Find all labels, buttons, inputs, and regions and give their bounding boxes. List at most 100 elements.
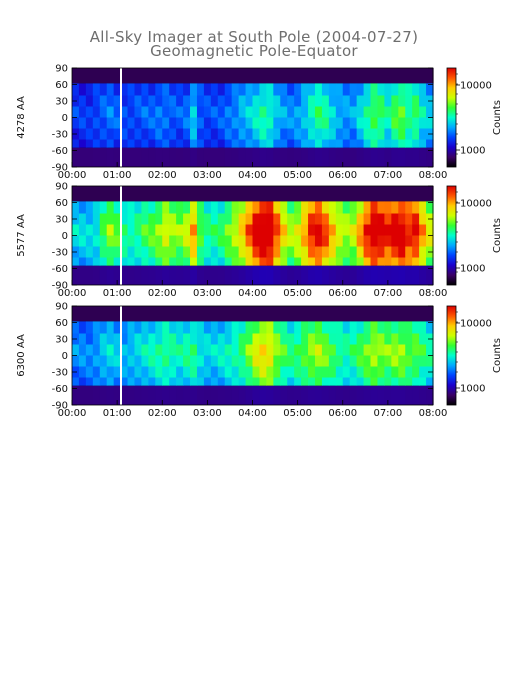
heatmap-cell <box>273 355 281 367</box>
heatmap-cell <box>203 377 212 386</box>
heatmap-cell <box>314 246 323 258</box>
heatmap-cell <box>196 128 205 140</box>
heatmap-cell <box>148 377 156 386</box>
heatmap-cell <box>335 306 344 322</box>
heatmap-cell <box>426 139 434 148</box>
heatmap-cell <box>363 355 372 367</box>
heatmap-cell <box>245 333 254 345</box>
heatmap-cell <box>252 95 261 107</box>
heatmap-cell <box>349 385 358 405</box>
heatmap-cell <box>127 186 136 202</box>
heatmap-cell <box>314 235 323 247</box>
heatmap-cell <box>238 147 247 167</box>
heatmap-cell <box>259 147 267 167</box>
heatmap-cell <box>120 201 129 214</box>
heatmap-cell <box>231 128 240 140</box>
heatmap-cell <box>113 344 122 356</box>
heatmap-cell <box>384 333 392 345</box>
heatmap-cell <box>231 321 240 334</box>
heatmap-cell <box>224 366 233 378</box>
heatmap-cell <box>176 106 184 118</box>
heatmap-cell <box>176 355 184 367</box>
heatmap-cell <box>183 224 191 236</box>
heatmap-cell <box>162 366 170 378</box>
heatmap-cell <box>85 83 94 96</box>
heatmap-cell <box>294 257 302 266</box>
heatmap-cell <box>85 385 94 405</box>
heatmap-cell <box>224 355 233 367</box>
heatmap-cell <box>321 366 330 378</box>
heatmap-cell <box>308 117 316 129</box>
heatmap-cell <box>342 201 351 214</box>
heatmap-cell <box>203 201 212 214</box>
heatmap-cell <box>349 355 358 367</box>
heatmap-cell <box>134 117 143 129</box>
heatmap-cell <box>210 128 219 140</box>
heatmap-cell <box>99 106 108 118</box>
heatmap-cell <box>252 257 261 266</box>
heatmap-cell <box>231 306 240 322</box>
heatmap-cell <box>370 139 379 148</box>
heatmap-cell <box>391 186 399 202</box>
heatmap-cell <box>321 321 330 334</box>
colorbar-tick-label: 1000 <box>460 264 485 275</box>
heatmap-cell <box>224 385 233 405</box>
heatmap-cell <box>363 366 372 378</box>
heatmap-cell <box>238 385 247 405</box>
heatmap-cell <box>106 213 115 225</box>
heatmap-cell <box>120 213 129 225</box>
x-tick-label: 00:00 <box>58 170 87 181</box>
heatmap-cell <box>342 213 351 225</box>
heatmap-cell <box>224 201 233 214</box>
heatmap-cell <box>335 139 344 148</box>
heatmap-cell <box>328 366 337 378</box>
heatmap-cell <box>252 83 261 96</box>
heatmap-cell <box>335 95 344 107</box>
heatmap-cell <box>391 106 399 118</box>
heatmap-cell <box>162 128 170 140</box>
heatmap-cell <box>349 246 358 258</box>
heatmap-cell <box>238 139 247 148</box>
heatmap-cell <box>377 147 385 167</box>
heatmap-cell <box>238 377 247 386</box>
heatmap-cell <box>210 355 219 367</box>
heatmap-cell <box>190 366 198 378</box>
heatmap-cell <box>328 333 337 345</box>
y-tick-label: 60 <box>55 198 68 209</box>
heatmap-cell <box>176 344 184 356</box>
y-tick-label: 30 <box>55 97 68 108</box>
heatmap-cell <box>391 377 399 386</box>
heatmap-cell <box>106 128 115 140</box>
heatmap-cell <box>120 385 129 405</box>
heatmap-cell <box>231 355 240 367</box>
heatmap-cell <box>370 224 379 236</box>
heatmap-cell <box>419 321 427 334</box>
heatmap-cell <box>308 139 316 148</box>
heatmap-cell <box>328 201 337 214</box>
heatmap-cell <box>405 106 413 118</box>
heatmap-cell <box>72 265 80 285</box>
heatmap-cell <box>155 333 163 345</box>
heatmap-cell <box>301 128 309 140</box>
heatmap-cell <box>217 213 226 225</box>
heatmap-cell <box>245 95 254 107</box>
heatmap-cell <box>377 235 385 247</box>
heatmap-cell <box>321 83 330 96</box>
heatmap-cell <box>314 344 323 356</box>
heatmap-cell <box>335 344 344 356</box>
heatmap-cell <box>412 106 420 118</box>
heatmap-cell <box>210 333 219 345</box>
heatmap-cell <box>155 385 163 405</box>
heatmap-cell <box>252 186 261 202</box>
heatmap-cell <box>134 265 143 285</box>
heatmap-cell <box>419 355 427 367</box>
heatmap-cell <box>370 213 379 225</box>
heatmap-cell <box>377 201 385 214</box>
heatmap-cell <box>176 366 184 378</box>
heatmap-cell <box>224 95 233 107</box>
heatmap-cell <box>92 128 101 140</box>
heatmap-cell <box>419 201 427 214</box>
heatmap-cell <box>162 224 170 236</box>
heatmap-cell <box>183 83 191 96</box>
heatmap-cell <box>308 106 316 118</box>
